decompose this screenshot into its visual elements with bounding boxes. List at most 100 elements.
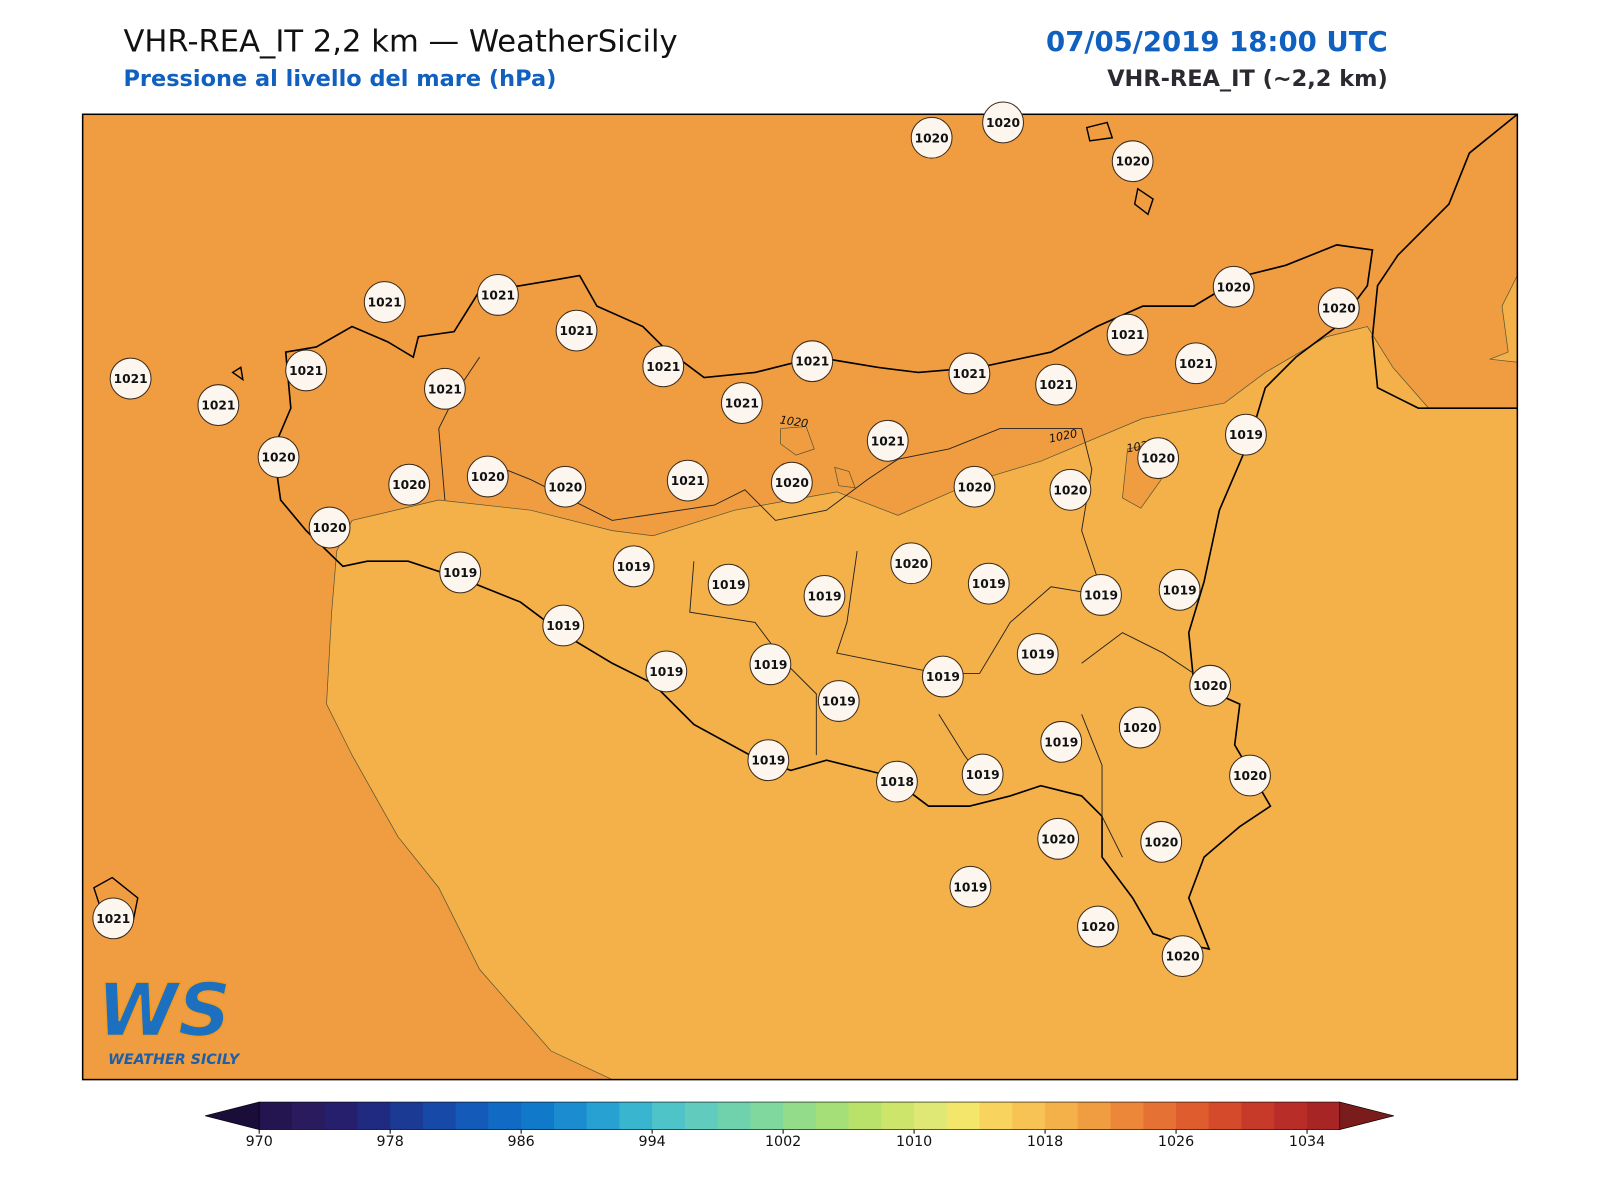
colorbar-swatch: [783, 1102, 817, 1130]
colorbar: 970 978 986 994 1002 1010 1018 1026 1034: [205, 1101, 1394, 1150]
station-marker: [477, 273, 519, 316]
colorbar-swatch: [422, 1102, 457, 1130]
station: 1019: [747, 739, 790, 782]
subtitle: Pressione al livello del mare (hPa): [123, 66, 556, 92]
contour-label: 1020: [779, 414, 809, 431]
station-marker: [967, 562, 1010, 605]
station-marker: [890, 542, 933, 585]
colorbar-swatch: [815, 1102, 850, 1130]
station-value: 1020: [1233, 769, 1267, 783]
colorbar-swatch: [1110, 1102, 1144, 1130]
station-value: 1020: [313, 521, 347, 535]
station-marker: [876, 760, 918, 803]
station-marker: [423, 367, 466, 410]
station-marker: [308, 506, 351, 549]
station-marker: [1118, 706, 1161, 749]
station-marker: [388, 463, 431, 506]
colorbar-tick-label: 1018: [1027, 1134, 1063, 1150]
station-value: 1020: [392, 478, 426, 492]
station-marker: [1175, 342, 1217, 385]
colorbar-swatch: [586, 1102, 620, 1130]
colorbar-swatch: [1045, 1102, 1079, 1130]
station: 1019: [817, 680, 860, 722]
colorbar-swatch: [1241, 1102, 1275, 1130]
station-marker: [1229, 754, 1271, 797]
title: VHR-REA_IT 2,2 km — WeatherSicily: [123, 24, 677, 59]
station-value: 1021: [1111, 328, 1145, 342]
station-value: 1021: [559, 324, 593, 338]
station: 1020: [1317, 287, 1360, 330]
station-value: 1020: [1123, 721, 1157, 735]
station-marker: [803, 575, 846, 617]
station: 1021: [477, 273, 519, 316]
colorbar-swatch: [259, 1102, 293, 1130]
station-marker: [1161, 935, 1204, 978]
logo-mark: WS: [97, 968, 231, 1053]
station-value: 1019: [617, 560, 651, 574]
station-value: 1021: [1039, 378, 1073, 392]
station-value: 1021: [368, 296, 402, 310]
colorbar-tick-label: 970: [246, 1134, 273, 1150]
station: 1021: [197, 384, 240, 427]
station-marker: [257, 436, 300, 479]
station: 1021: [555, 309, 598, 352]
station-value: 1020: [1322, 302, 1356, 316]
station-value: 1019: [953, 880, 987, 894]
station: 1019: [645, 650, 688, 693]
colorbar-swatch: [1176, 1102, 1210, 1130]
station-marker: [1035, 363, 1078, 406]
map-frame: [81, 113, 1519, 1081]
station-marker: [720, 382, 763, 424]
station: 1020: [1161, 935, 1204, 978]
colorbar-tick-label: 986: [508, 1134, 535, 1150]
station: 1021: [92, 897, 135, 940]
colorbar-swatch: [291, 1102, 326, 1130]
station-marker: [953, 465, 996, 508]
station: 1019: [949, 865, 992, 908]
station-marker: [747, 739, 790, 782]
station-marker: [949, 865, 992, 908]
station: 1021: [363, 281, 406, 323]
colorbar-swatch: [652, 1102, 686, 1130]
station-marker: [961, 753, 1004, 796]
station-marker: [1158, 568, 1201, 611]
station: 1020: [1037, 817, 1080, 860]
station-value: 1020: [1166, 950, 1200, 964]
station: 1020: [953, 465, 996, 508]
station-value: 1019: [443, 566, 477, 580]
station-marker: [866, 419, 909, 462]
station: 1021: [948, 352, 991, 395]
station-marker: [1077, 905, 1119, 948]
colorbar-extend-over: [1339, 1101, 1394, 1130]
colorbar-swatch: [750, 1102, 784, 1130]
station: 1020: [910, 116, 953, 159]
contour-label: 1020: [1048, 427, 1079, 446]
station-value: 1019: [751, 754, 785, 768]
station-marker: [770, 461, 813, 504]
station-marker: [542, 604, 585, 647]
station-marker: [1111, 140, 1154, 183]
station: 1021: [423, 367, 466, 410]
station-value: 1019: [1084, 588, 1118, 602]
station: 1021: [791, 340, 834, 383]
station-marker: [1225, 413, 1267, 456]
station: 1020: [257, 436, 300, 479]
station-marker: [544, 465, 587, 508]
station-value: 1020: [775, 476, 809, 490]
colorbar-swatch: [848, 1102, 882, 1130]
station-marker: [363, 281, 406, 323]
station: 1019: [803, 575, 846, 617]
coastline: [272, 244, 1374, 951]
station: 1019: [1225, 413, 1267, 456]
station: 1018: [876, 760, 918, 803]
colorbar-swatch: [1274, 1102, 1308, 1130]
station-value: 1019: [1163, 583, 1197, 597]
station: 1020: [1212, 265, 1255, 308]
station: 1021: [720, 382, 763, 424]
station-value: 1021: [428, 382, 462, 396]
station: 1019: [542, 604, 585, 647]
station-value: 1020: [1081, 920, 1115, 934]
station-value: 1020: [1141, 452, 1175, 466]
station: 1020: [308, 506, 351, 549]
